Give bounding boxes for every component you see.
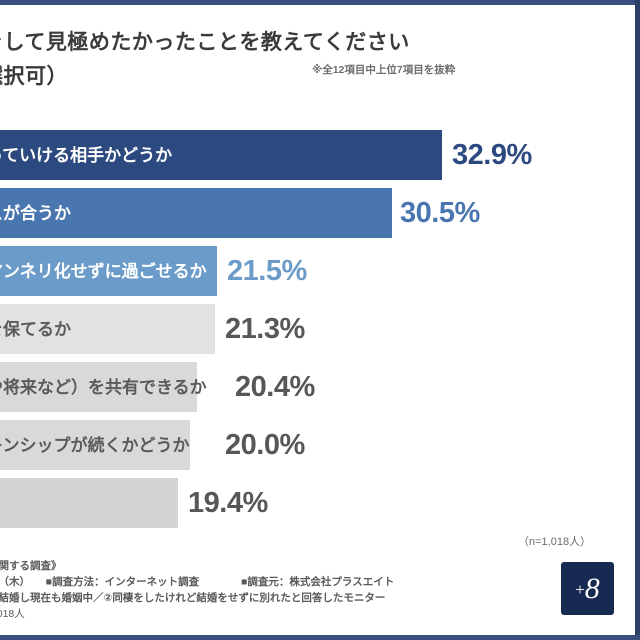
bar-label: を保てるか bbox=[0, 319, 71, 339]
eight-glyph: 8 bbox=[584, 571, 600, 605]
chart-row: っていける相手かどうか 32.9% bbox=[0, 126, 600, 184]
bar: や将来など）を共有できるか bbox=[0, 362, 207, 412]
bar-chart: っていける相手かどうか 32.9% スが合うか 30.5% マンネリ化せずに過ごせるか 2… bbox=[0, 126, 600, 532]
brand-logo-text: +8 bbox=[575, 571, 600, 605]
window-top-border bbox=[0, 0, 640, 5]
bar: マンネリ化せずに過ごせるか bbox=[0, 246, 217, 296]
bar-value: 21.5% bbox=[227, 254, 307, 287]
chart-row: 19.4% bbox=[0, 474, 600, 532]
chart-row: キンシップが続くかどうか 20.0% bbox=[0, 416, 600, 474]
window-right-border bbox=[635, 0, 640, 640]
page-title-line-1: をして見極めたかったことを教えてください bbox=[0, 31, 410, 54]
bar-label: っていける相手かどうか bbox=[0, 145, 173, 165]
footer-line-1: に関する調査》 bbox=[0, 560, 62, 572]
bar-label: や将来など）を共有できるか bbox=[0, 377, 207, 397]
bar-label: マンネリ化せずに過ごせるか bbox=[0, 261, 207, 281]
bar-label: スが合うか bbox=[0, 203, 71, 223]
window-bottom-border bbox=[0, 635, 640, 640]
chart-row: を保てるか 21.3% bbox=[0, 300, 600, 358]
bar: キンシップが続くかどうか bbox=[0, 420, 190, 470]
bar-value: 32.9% bbox=[452, 138, 532, 171]
footer: に関する調査》 日（木） ■調査方法：インターネット調査 ■調査元：株式会社プラ… bbox=[0, 558, 540, 622]
bar: っていける相手かどうか bbox=[0, 130, 442, 180]
chart-row: マンネリ化せずに過ごせるか 21.5% bbox=[0, 242, 600, 300]
chart-row: スが合うか 30.5% bbox=[0, 184, 600, 242]
page-title-line-2: 選択可） bbox=[0, 65, 68, 88]
header: をして見極めたかったことを教えてください 選択可） bbox=[0, 28, 600, 92]
sample-size-annotation: （n=1,018人） bbox=[518, 536, 592, 548]
bar: スが合うか bbox=[0, 188, 392, 238]
bar: を保てるか bbox=[0, 304, 215, 354]
chart-note: ※全12項目中上位7項目を抜粋 bbox=[312, 64, 456, 76]
footer-line-4: 1,018人 bbox=[0, 608, 25, 620]
chart-row: や将来など）を共有できるか 20.4% bbox=[0, 358, 600, 416]
bar-value: 19.4% bbox=[188, 486, 268, 519]
bar-value: 30.5% bbox=[400, 196, 480, 229]
footer-line-2: 日（木） ■調査方法：インターネット調査 ■調査元：株式会社プラスエイト bbox=[0, 576, 395, 588]
bar-value: 20.0% bbox=[225, 428, 305, 461]
footer-line-3: も結婚し現在も婚姻中／②同棲をしたけれど結婚をせずに別れたと回答したモニター bbox=[0, 592, 386, 604]
bar bbox=[0, 478, 178, 528]
bar-label: キンシップが続くかどうか bbox=[0, 435, 190, 455]
bar-value: 20.4% bbox=[235, 370, 315, 403]
brand-logo: +8 bbox=[561, 562, 614, 615]
bar-value: 21.3% bbox=[225, 312, 305, 345]
plus-glyph: + bbox=[575, 579, 585, 599]
